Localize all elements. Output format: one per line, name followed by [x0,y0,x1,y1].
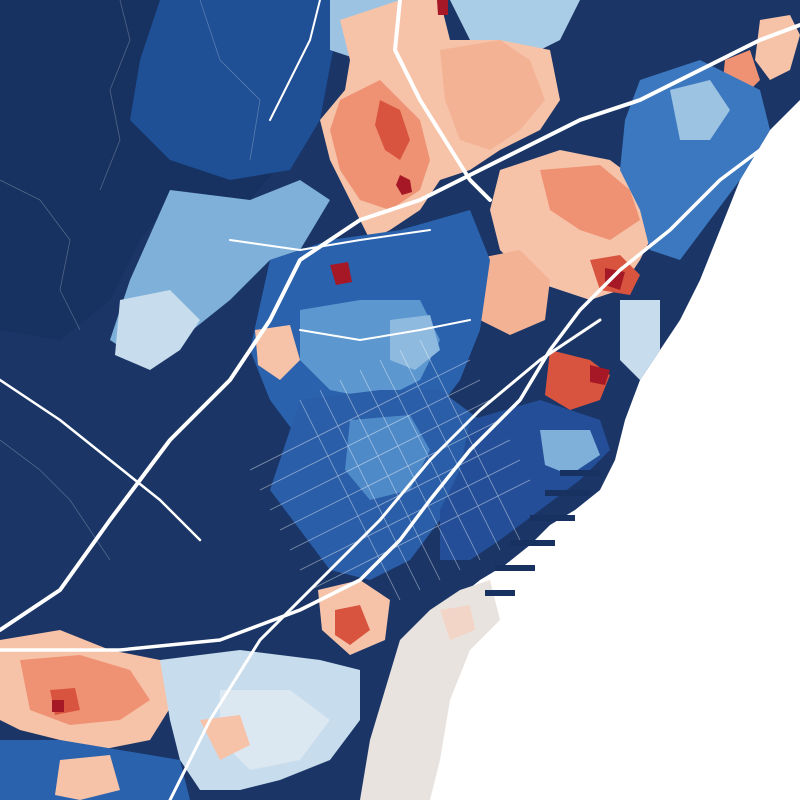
highway-diagonal [168,318,602,800]
district-ne-extreme-2 [590,365,610,385]
district-left-pink [255,325,300,380]
district-coast-light [620,300,660,380]
district-south-pale-mid [200,715,250,760]
district-ne-red-2 [545,350,610,410]
district-port-pink [440,605,475,640]
district-ne-extreme [605,268,625,290]
district-eixample-light [345,415,430,500]
district-south-lighter [220,690,330,770]
district-north-extreme-2 [437,0,448,15]
road-a [269,0,321,121]
district-east-light [670,80,730,140]
district-sw-extreme [52,700,64,712]
highway-left [0,378,202,542]
district-north-orange-right [440,40,545,150]
district-top-right-dark [570,0,800,70]
street-grid [249,339,531,601]
highway-ronda [0,23,800,632]
district-small-red [330,262,352,285]
highway-coast [0,118,800,652]
contour-lines [0,0,261,561]
district-north-red [375,100,410,160]
district-east-blue [620,60,770,260]
highway-north [393,0,492,202]
road-b [229,229,431,251]
district-south-coast-light [540,430,600,475]
district-north-extreme [396,175,412,195]
district-port [360,580,500,800]
port-docks [485,470,600,596]
road-c [299,319,471,341]
district-ne-orange-strong [540,165,640,240]
district-south-pale-left [55,755,120,800]
district-left-red [335,605,370,645]
district-ne-orange-lower [470,250,550,335]
district-hills-pale [115,290,200,370]
district-mountain-mid [130,0,335,180]
